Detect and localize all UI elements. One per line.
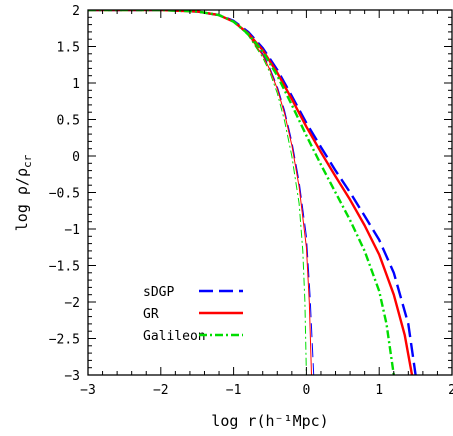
inner-curve-line-1 bbox=[233, 21, 312, 375]
inner-curve-line-2 bbox=[233, 21, 307, 375]
inner-curve-line-0 bbox=[233, 20, 315, 375]
y-tick-label: −2 bbox=[64, 296, 80, 311]
series-line-sdgp bbox=[88, 10, 417, 375]
y-tick-label: −3 bbox=[64, 369, 80, 384]
y-tick-label: −1.5 bbox=[49, 260, 80, 275]
x-axis-label: log r(h⁻¹Mpc) bbox=[211, 412, 328, 430]
y-tick-label: 0.5 bbox=[57, 114, 80, 129]
legend-label-sdgp: sDGP bbox=[143, 285, 174, 300]
y-tick-label: 1.5 bbox=[57, 41, 80, 56]
x-tick-label: −1 bbox=[226, 383, 242, 398]
legend-label-gr: GR bbox=[143, 307, 159, 322]
x-tick-label: −2 bbox=[153, 383, 169, 398]
y-tick-label: −1 bbox=[64, 223, 80, 238]
series-line-galileon bbox=[88, 10, 395, 375]
y-tick-label: 2 bbox=[72, 4, 80, 19]
legend-label-galileon: Galileon bbox=[143, 329, 206, 344]
y-axis-label-main: log ρ/ρ bbox=[13, 168, 31, 231]
x-tick-label: −3 bbox=[80, 383, 96, 398]
x-tick-label: 1 bbox=[375, 383, 383, 398]
y-axis-label-sub: cr bbox=[21, 154, 34, 168]
x-tick-label: 0 bbox=[302, 383, 310, 398]
x-tick-label: 2 bbox=[448, 383, 453, 398]
plot-area bbox=[88, 10, 417, 375]
y-tick-label: 1 bbox=[72, 77, 80, 92]
y-tick-label: −0.5 bbox=[49, 187, 80, 202]
y-axis-label: log ρ/ρcr bbox=[13, 154, 34, 231]
y-tick-label: 0 bbox=[72, 150, 80, 165]
series-line-gr bbox=[88, 10, 414, 375]
tick-labels: −3 −2 −1 0 1 2 −3 −2.5 −2 −1.5 −1 −0.5 0 0.5 1 1.5 2 bbox=[49, 4, 453, 398]
y-tick-label: −2.5 bbox=[49, 333, 80, 348]
legend: sDGP GR Galileon bbox=[143, 285, 243, 344]
axis-ticks bbox=[87, 9, 453, 376]
